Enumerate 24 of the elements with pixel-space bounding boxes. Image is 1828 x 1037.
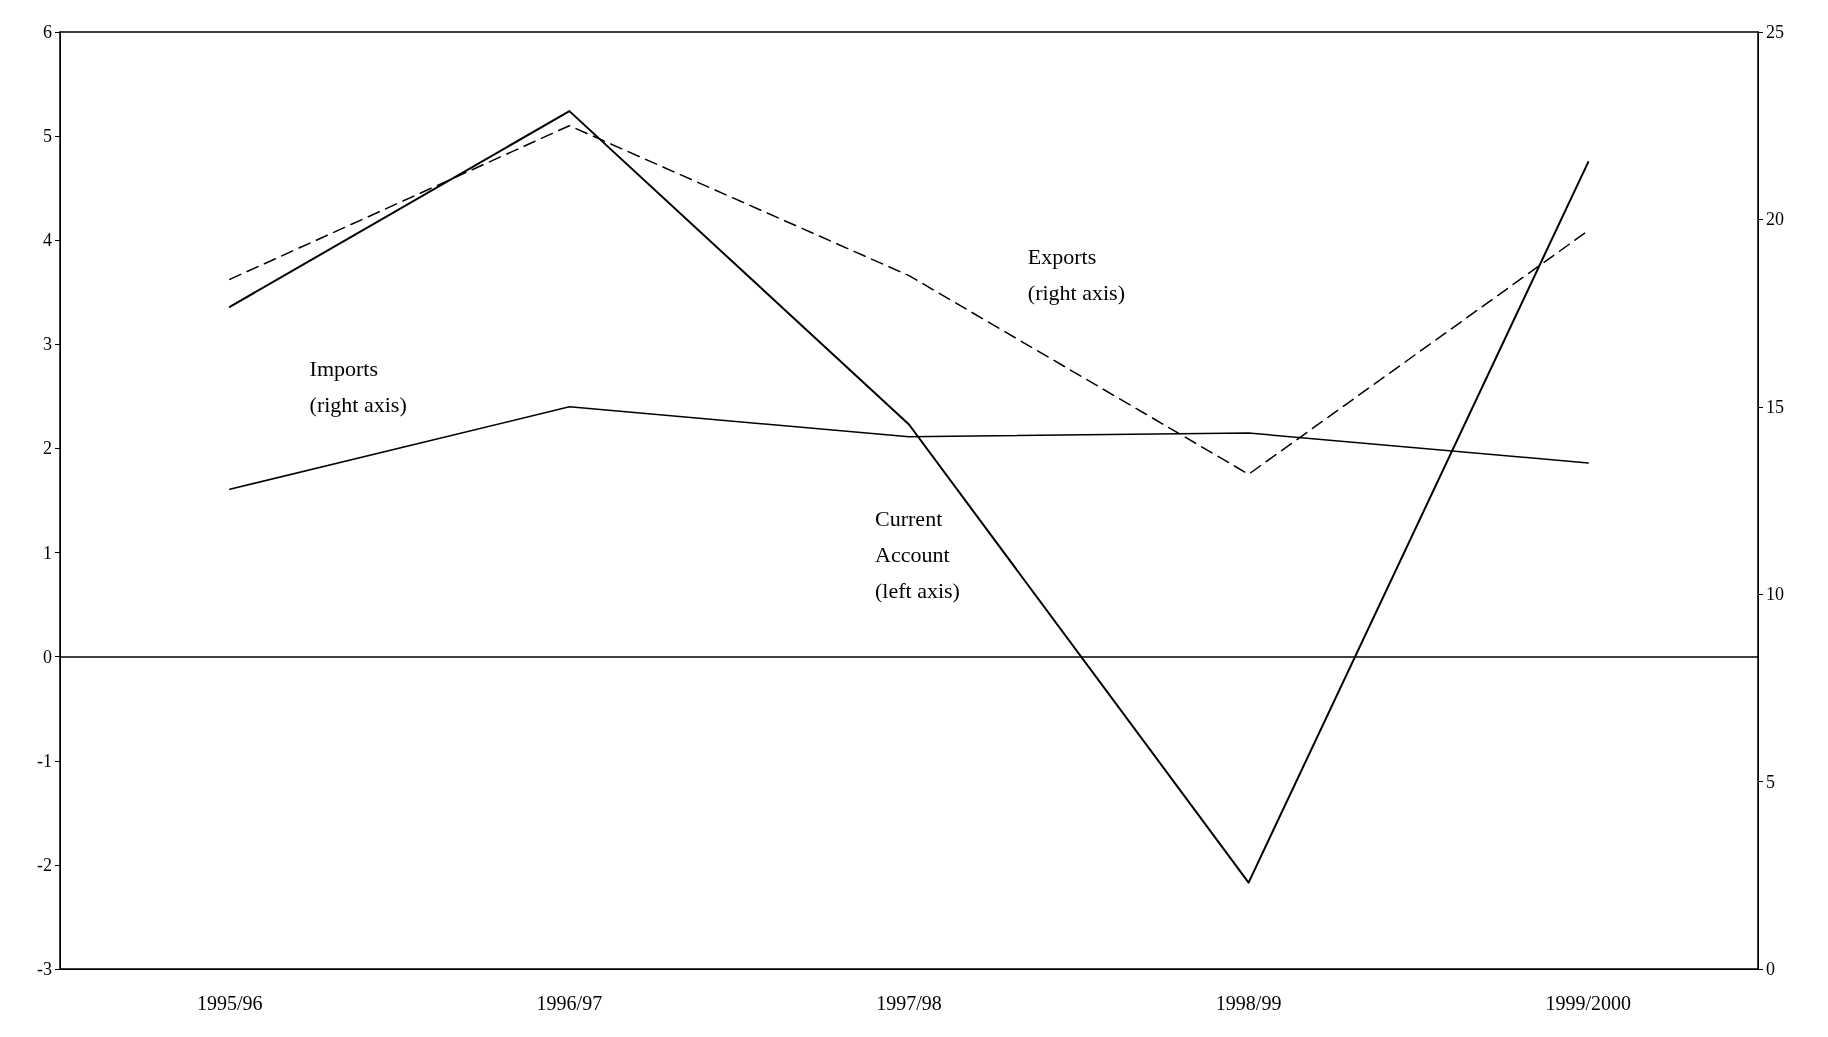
y-tick-label: 5 <box>43 126 52 147</box>
series-label: Imports (right axis) <box>309 356 407 418</box>
y2-tick-label: 25 <box>1766 22 1784 42</box>
y2-tick-label: 0 <box>1766 959 1775 979</box>
y-tick-label: -2 <box>37 854 52 875</box>
y-tick-label: 0 <box>43 646 52 667</box>
y-tick-label: -1 <box>37 750 52 771</box>
y-tick-label: 4 <box>43 230 52 251</box>
y-tick-label: 3 <box>43 334 52 355</box>
series-label: Exports (right axis) <box>1027 243 1126 305</box>
x-tick-label: 1998/99 <box>1215 992 1282 1014</box>
x-tick-label: 1995/96 <box>197 992 263 1014</box>
y2-tick-label: 20 <box>1766 209 1784 230</box>
y2-tick-label: 10 <box>1766 584 1784 605</box>
y2-tick-label: 5 <box>1766 771 1775 792</box>
y2-tick-label: 15 <box>1766 396 1784 417</box>
x-tick-label: 1996/97 <box>536 992 603 1014</box>
y-tick-label: 1 <box>43 542 52 563</box>
series-label: Current Account (left axis) <box>875 506 960 603</box>
x-tick-label: 1999/2000 <box>1545 992 1631 1014</box>
y-tick-label: 2 <box>43 438 52 459</box>
y-tick-label: -3 <box>37 959 52 979</box>
y-tick-label: 6 <box>43 22 52 42</box>
x-tick-label: 1997/98 <box>876 992 942 1014</box>
